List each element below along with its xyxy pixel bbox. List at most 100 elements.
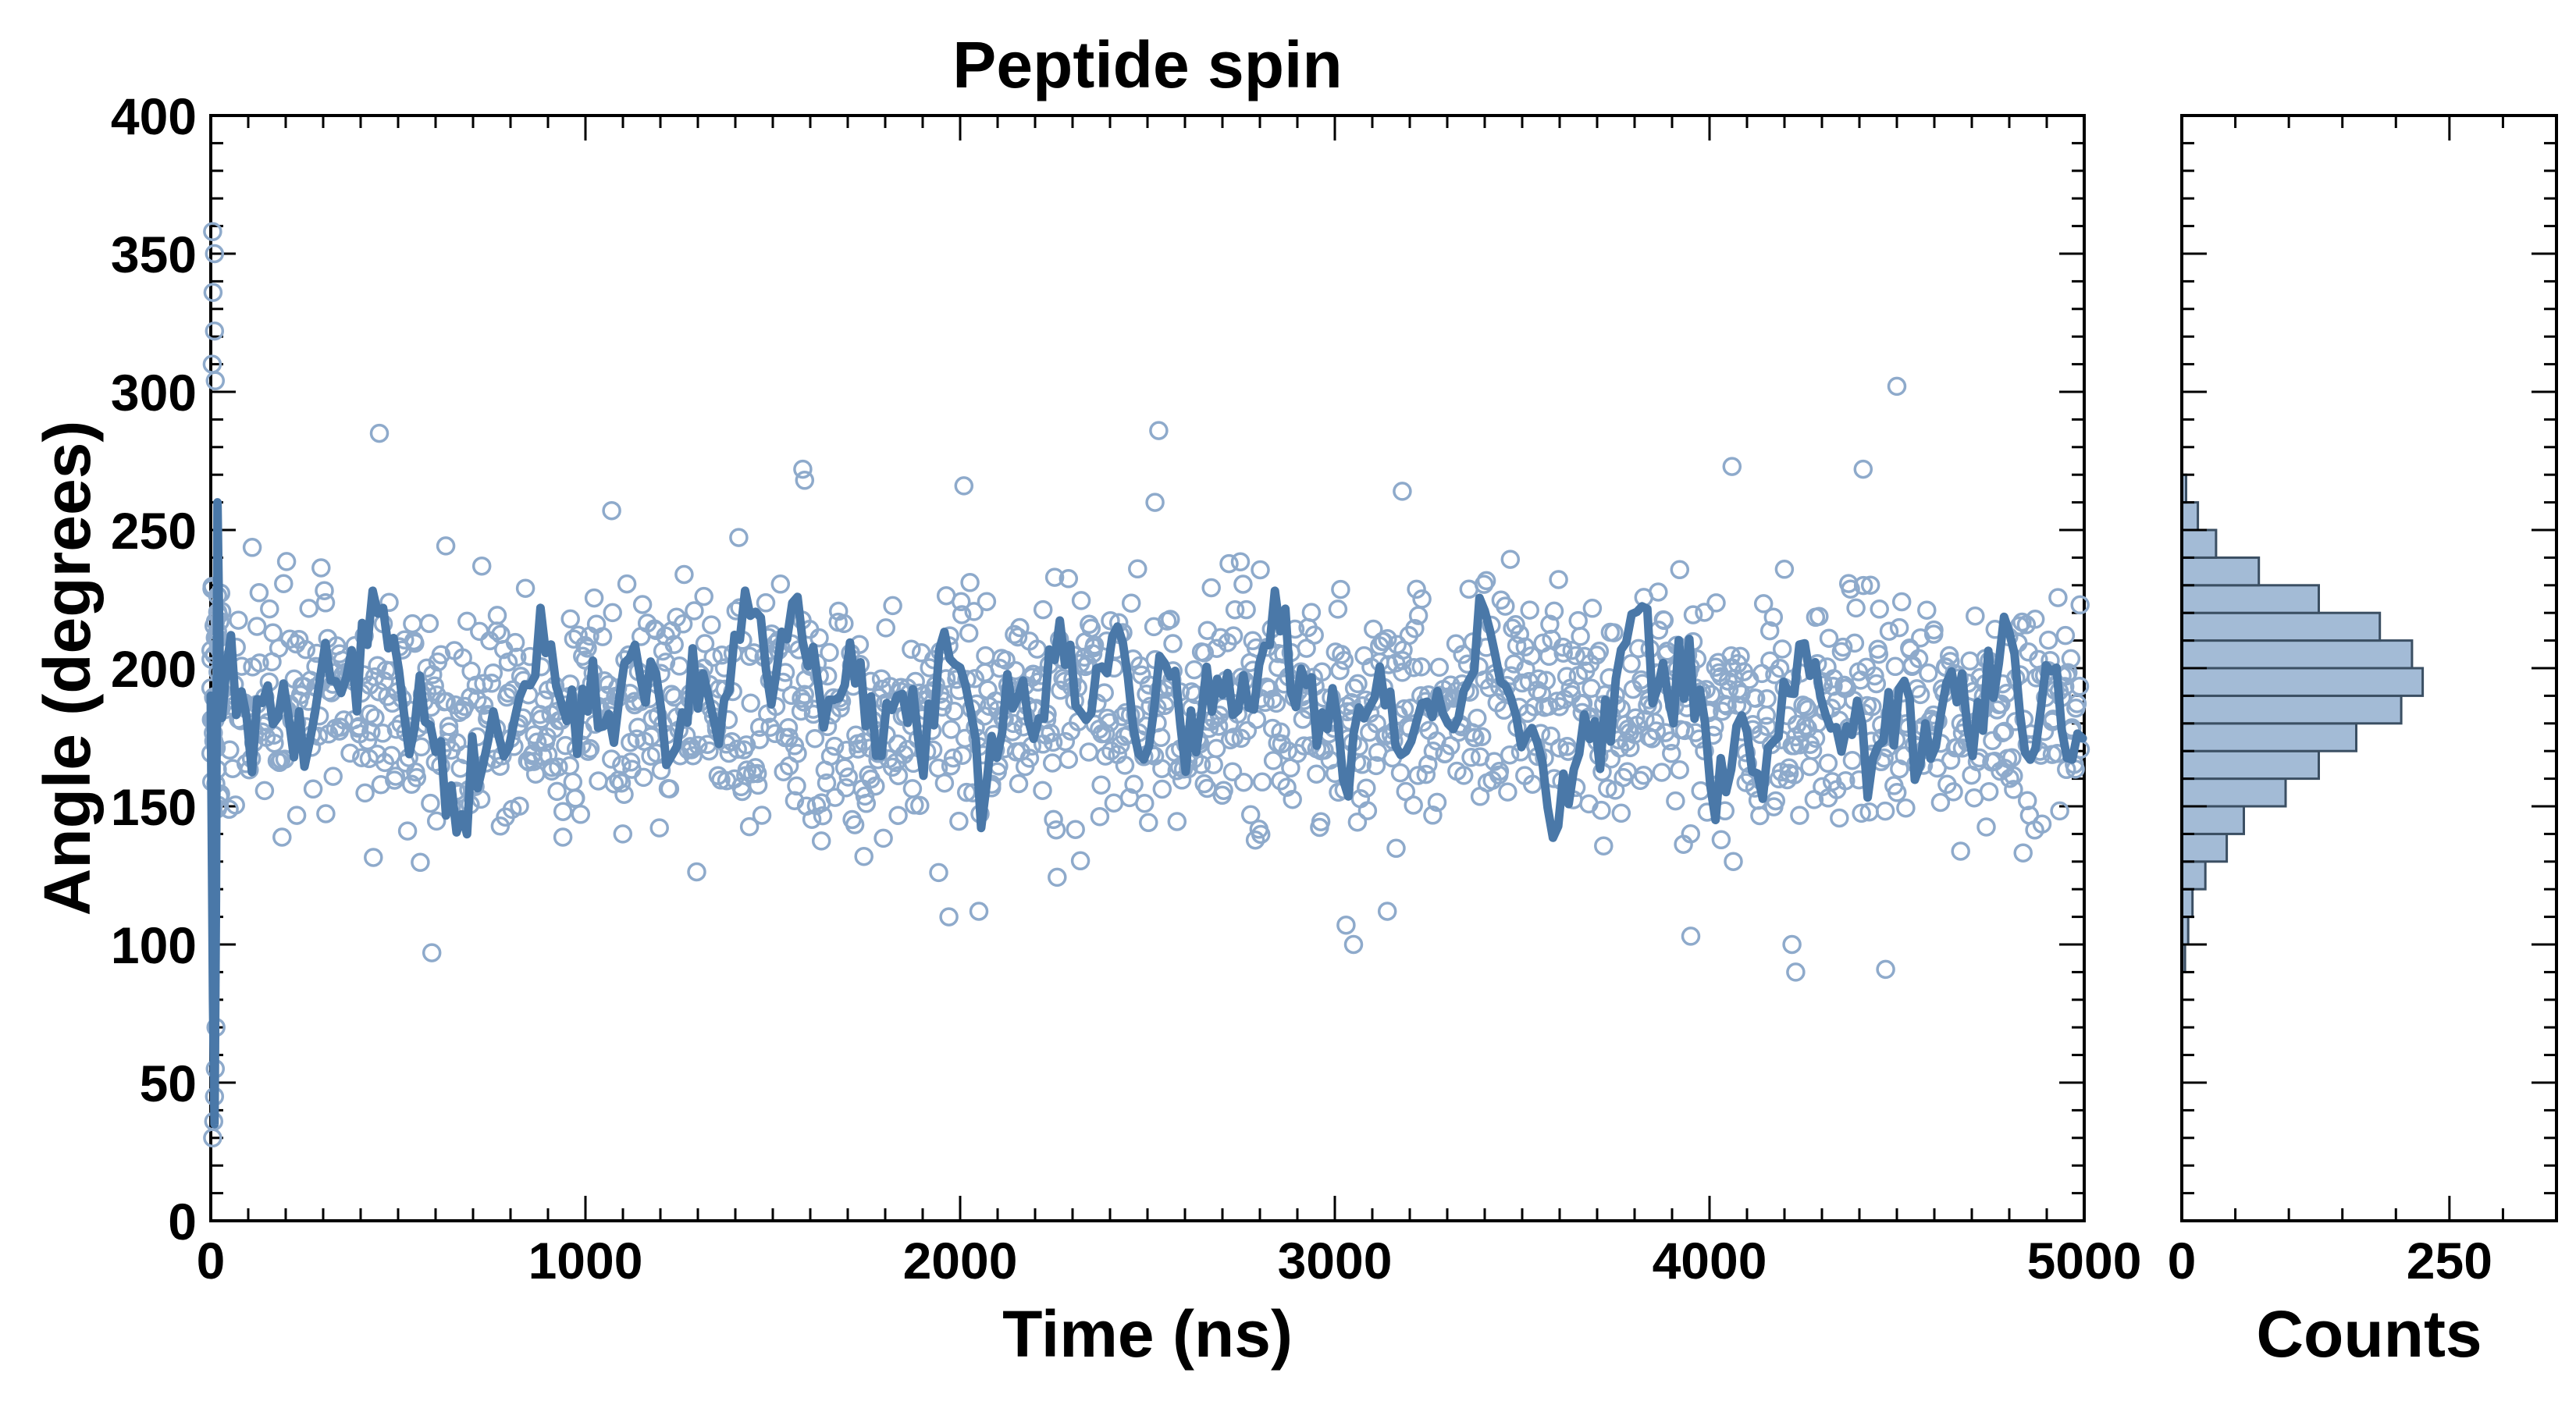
- data-point: [1219, 553, 1239, 574]
- y-tick-label: 250: [111, 502, 197, 560]
- data-point: [1245, 830, 1265, 850]
- data-point: [1404, 795, 1423, 815]
- data-point: [752, 806, 772, 825]
- data-point: [1095, 746, 1115, 766]
- data-point: [854, 846, 873, 866]
- data-point: [667, 607, 686, 628]
- data-point: [1604, 623, 1624, 642]
- data-point: [787, 776, 806, 796]
- data-point: [1230, 552, 1251, 571]
- data-point: [1453, 645, 1472, 664]
- data-point: [1041, 723, 1060, 743]
- data-point: [1468, 708, 1487, 728]
- data-point: [584, 588, 604, 608]
- data-point: [1966, 606, 1985, 626]
- data-point: [747, 763, 767, 784]
- data-point: [260, 599, 279, 619]
- data-point: [1194, 643, 1215, 663]
- data-point: [1225, 599, 1245, 620]
- data-point: [1240, 805, 1261, 825]
- data-point: [373, 724, 393, 743]
- data-point: [355, 783, 375, 803]
- data-point: [1666, 791, 1685, 811]
- data-point: [602, 749, 621, 769]
- y-tick-label: 200: [111, 640, 197, 698]
- data-point: [205, 244, 225, 264]
- data-point: [1662, 744, 1681, 763]
- histogram-bar: [2180, 667, 2425, 697]
- data-point: [1550, 738, 1570, 758]
- data-point: [316, 804, 336, 823]
- data-point: [1263, 751, 1283, 770]
- data-point: [824, 736, 845, 756]
- data-point: [1427, 792, 1447, 813]
- y-axis-label: Angle (degrees): [30, 421, 104, 916]
- data-point: [1654, 610, 1674, 631]
- data-point: [1879, 621, 1899, 641]
- data-point: [1377, 902, 1397, 921]
- data-point: [1237, 720, 1258, 741]
- data-point: [1429, 657, 1450, 678]
- data-point: [1283, 789, 1302, 809]
- data-point: [1757, 689, 1777, 709]
- data-point: [1784, 765, 1805, 784]
- data-point: [1066, 820, 1085, 839]
- data-point: [1830, 808, 1849, 828]
- data-point: [549, 757, 568, 777]
- data-point: [1645, 713, 1665, 732]
- data-point: [1706, 593, 1726, 613]
- histogram-bar: [2180, 832, 2229, 863]
- histogram-x-axis-label: Counts: [2256, 1297, 2482, 1371]
- data-point: [1412, 589, 1432, 609]
- data-point: [969, 902, 989, 921]
- data-point: [1121, 593, 1141, 613]
- data-point: [1910, 685, 1930, 705]
- data-point: [1311, 812, 1331, 831]
- data-point: [425, 676, 444, 695]
- data-point: [1930, 792, 1951, 813]
- histogram-bar: [2180, 805, 2245, 835]
- data-point: [299, 599, 318, 618]
- data-point: [748, 775, 768, 795]
- data-point: [1357, 801, 1378, 820]
- data-point: [687, 862, 706, 882]
- main-tick-labels: 0 1000 2000 3000 4000 5000 0 50 100 150 200 250 300 3…: [111, 87, 2142, 1289]
- data-point: [702, 615, 721, 635]
- data-point: [1390, 763, 1411, 783]
- data-point: [1507, 635, 1527, 656]
- data-point: [254, 781, 275, 801]
- histogram-x-tick-label: 0: [2168, 1232, 2197, 1289]
- data-point: [809, 628, 829, 648]
- data-point: [1386, 838, 1406, 859]
- data-point: [1408, 766, 1428, 785]
- data-point: [575, 635, 595, 656]
- data-point: [883, 596, 902, 616]
- data-point: [1646, 721, 1667, 741]
- data-point: [323, 767, 343, 786]
- data-point: [634, 767, 653, 788]
- data-point: [1152, 759, 1172, 778]
- data-point: [2002, 748, 2022, 768]
- data-point: [1423, 742, 1443, 761]
- data-point: [1207, 638, 1226, 658]
- data-point: [1611, 803, 1631, 823]
- data-point: [507, 647, 527, 667]
- data-point: [386, 767, 406, 786]
- data-point: [673, 614, 693, 634]
- data-point: [1312, 662, 1332, 682]
- x-tick-label: 3000: [1278, 1232, 1393, 1289]
- chart-title: Peptide spin: [952, 28, 1342, 101]
- data-point: [1348, 674, 1368, 694]
- data-point: [1674, 720, 1695, 741]
- data-point: [1101, 610, 1120, 631]
- data-point: [1048, 867, 1067, 887]
- data-point: [1670, 560, 1690, 580]
- data-point: [1423, 806, 1443, 825]
- data-point: [739, 816, 760, 837]
- histogram-bar: [2180, 528, 2218, 559]
- data-point: [617, 574, 637, 594]
- data-point: [453, 648, 472, 667]
- y-tick-label: 100: [111, 916, 197, 974]
- data-point: [1043, 732, 1063, 752]
